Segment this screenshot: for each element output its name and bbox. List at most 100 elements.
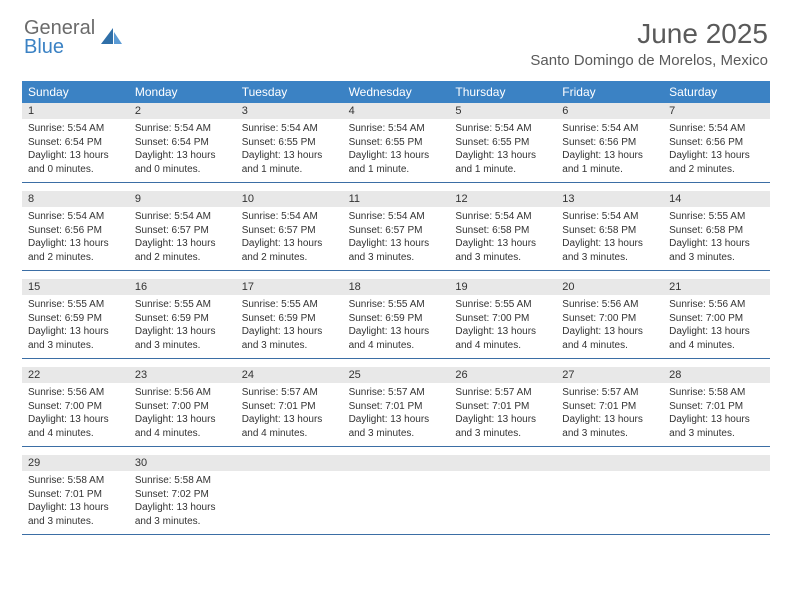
month-title: June 2025 — [530, 18, 768, 50]
sunrise-text: Sunrise: 5:55 AM — [349, 298, 444, 312]
day-number: 15 — [22, 279, 129, 295]
header: General Blue June 2025 Santo Domingo de … — [0, 0, 792, 75]
day-cell: Sunrise: 5:54 AMSunset: 6:57 PMDaylight:… — [129, 207, 236, 270]
sunset-text: Sunset: 7:01 PM — [669, 400, 764, 414]
sunset-text: Sunset: 6:56 PM — [669, 136, 764, 150]
sunset-text: Sunset: 6:57 PM — [135, 224, 230, 238]
sunrise-text: Sunrise: 5:55 AM — [28, 298, 123, 312]
day-cell: Sunrise: 5:54 AMSunset: 6:58 PMDaylight:… — [449, 207, 556, 270]
sunrise-text: Sunrise: 5:55 AM — [242, 298, 337, 312]
sunset-text: Sunset: 7:01 PM — [455, 400, 550, 414]
day-number — [556, 455, 663, 471]
sunset-text: Sunset: 6:57 PM — [242, 224, 337, 238]
location: Santo Domingo de Morelos, Mexico — [530, 52, 768, 69]
sunrise-text: Sunrise: 5:54 AM — [349, 210, 444, 224]
sunset-text: Sunset: 7:01 PM — [28, 488, 123, 502]
sunset-text: Sunset: 6:54 PM — [135, 136, 230, 150]
daynum-row: 891011121314 — [22, 191, 770, 207]
day-cell: Sunrise: 5:56 AMSunset: 7:00 PMDaylight:… — [556, 295, 663, 358]
sunrise-text: Sunrise: 5:54 AM — [242, 122, 337, 136]
day-cell — [236, 471, 343, 534]
sunrise-text: Sunrise: 5:54 AM — [562, 122, 657, 136]
sunrise-text: Sunrise: 5:55 AM — [135, 298, 230, 312]
day-number: 8 — [22, 191, 129, 207]
daylight-text: Daylight: 13 hours and 3 minutes. — [455, 413, 550, 440]
daylight-text: Daylight: 13 hours and 4 minutes. — [562, 325, 657, 352]
weekday-header: Thursday — [449, 81, 556, 103]
daylight-text: Daylight: 13 hours and 1 minute. — [349, 149, 444, 176]
daynum-row: 2930 — [22, 455, 770, 471]
sunrise-text: Sunrise: 5:54 AM — [28, 210, 123, 224]
day-cell: Sunrise: 5:55 AMSunset: 6:58 PMDaylight:… — [663, 207, 770, 270]
sunrise-text: Sunrise: 5:56 AM — [135, 386, 230, 400]
day-cell: Sunrise: 5:58 AMSunset: 7:01 PMDaylight:… — [22, 471, 129, 534]
daylight-text: Daylight: 13 hours and 1 minute. — [455, 149, 550, 176]
day-number: 14 — [663, 191, 770, 207]
day-number: 21 — [663, 279, 770, 295]
daylight-text: Daylight: 13 hours and 3 minutes. — [349, 413, 444, 440]
sunset-text: Sunset: 6:58 PM — [669, 224, 764, 238]
day-cell — [449, 471, 556, 534]
daylight-text: Daylight: 13 hours and 2 minutes. — [669, 149, 764, 176]
daylight-text: Daylight: 13 hours and 3 minutes. — [28, 325, 123, 352]
sunset-text: Sunset: 7:01 PM — [349, 400, 444, 414]
sunset-text: Sunset: 7:01 PM — [242, 400, 337, 414]
day-number: 27 — [556, 367, 663, 383]
day-cell: Sunrise: 5:55 AMSunset: 6:59 PMDaylight:… — [343, 295, 450, 358]
sunset-text: Sunset: 6:58 PM — [455, 224, 550, 238]
weekday-header: Tuesday — [236, 81, 343, 103]
sunrise-text: Sunrise: 5:54 AM — [28, 122, 123, 136]
day-cell: Sunrise: 5:55 AMSunset: 7:00 PMDaylight:… — [449, 295, 556, 358]
daylight-text: Daylight: 13 hours and 1 minute. — [562, 149, 657, 176]
week-row: 15161718192021Sunrise: 5:55 AMSunset: 6:… — [22, 279, 770, 359]
sunset-text: Sunset: 7:00 PM — [28, 400, 123, 414]
sunset-text: Sunset: 6:55 PM — [242, 136, 337, 150]
day-number: 25 — [343, 367, 450, 383]
weekday-header-row: SundayMondayTuesdayWednesdayThursdayFrid… — [22, 81, 770, 103]
sunset-text: Sunset: 7:00 PM — [455, 312, 550, 326]
logo-text: General Blue — [24, 18, 95, 57]
day-cell: Sunrise: 5:56 AMSunset: 7:00 PMDaylight:… — [663, 295, 770, 358]
weekday-header: Sunday — [22, 81, 129, 103]
daylight-text: Daylight: 13 hours and 3 minutes. — [455, 237, 550, 264]
sunset-text: Sunset: 7:00 PM — [562, 312, 657, 326]
day-cell: Sunrise: 5:58 AMSunset: 7:01 PMDaylight:… — [663, 383, 770, 446]
weekday-header: Wednesday — [343, 81, 450, 103]
logo: General Blue — [24, 18, 125, 57]
day-number — [663, 455, 770, 471]
day-cell: Sunrise: 5:57 AMSunset: 7:01 PMDaylight:… — [236, 383, 343, 446]
sunrise-text: Sunrise: 5:58 AM — [669, 386, 764, 400]
daylight-text: Daylight: 13 hours and 3 minutes. — [135, 501, 230, 528]
sunset-text: Sunset: 6:54 PM — [28, 136, 123, 150]
day-number: 7 — [663, 103, 770, 119]
day-number — [449, 455, 556, 471]
daylight-text: Daylight: 13 hours and 3 minutes. — [28, 501, 123, 528]
week-row: 891011121314Sunrise: 5:54 AMSunset: 6:56… — [22, 191, 770, 271]
sunrise-text: Sunrise: 5:54 AM — [135, 210, 230, 224]
sunrise-text: Sunrise: 5:55 AM — [455, 298, 550, 312]
sunset-text: Sunset: 6:55 PM — [455, 136, 550, 150]
day-cell: Sunrise: 5:58 AMSunset: 7:02 PMDaylight:… — [129, 471, 236, 534]
sunset-text: Sunset: 7:01 PM — [562, 400, 657, 414]
day-number — [343, 455, 450, 471]
daylight-text: Daylight: 13 hours and 3 minutes. — [135, 325, 230, 352]
sunrise-text: Sunrise: 5:54 AM — [135, 122, 230, 136]
sunrise-text: Sunrise: 5:54 AM — [455, 122, 550, 136]
day-cell: Sunrise: 5:56 AMSunset: 7:00 PMDaylight:… — [129, 383, 236, 446]
day-cell: Sunrise: 5:57 AMSunset: 7:01 PMDaylight:… — [449, 383, 556, 446]
day-number: 1 — [22, 103, 129, 119]
day-cell — [343, 471, 450, 534]
day-cell: Sunrise: 5:54 AMSunset: 6:54 PMDaylight:… — [22, 119, 129, 182]
sunrise-text: Sunrise: 5:54 AM — [669, 122, 764, 136]
day-number: 16 — [129, 279, 236, 295]
sail-icon — [99, 26, 125, 51]
day-cell: Sunrise: 5:54 AMSunset: 6:55 PMDaylight:… — [343, 119, 450, 182]
daylight-text: Daylight: 13 hours and 4 minutes. — [135, 413, 230, 440]
week-row: 22232425262728Sunrise: 5:56 AMSunset: 7:… — [22, 367, 770, 447]
sunrise-text: Sunrise: 5:57 AM — [455, 386, 550, 400]
day-cell: Sunrise: 5:55 AMSunset: 6:59 PMDaylight:… — [22, 295, 129, 358]
daylight-text: Daylight: 13 hours and 4 minutes. — [242, 413, 337, 440]
day-number: 22 — [22, 367, 129, 383]
weeks-container: 1234567Sunrise: 5:54 AMSunset: 6:54 PMDa… — [22, 103, 770, 535]
daylight-text: Daylight: 13 hours and 2 minutes. — [135, 237, 230, 264]
